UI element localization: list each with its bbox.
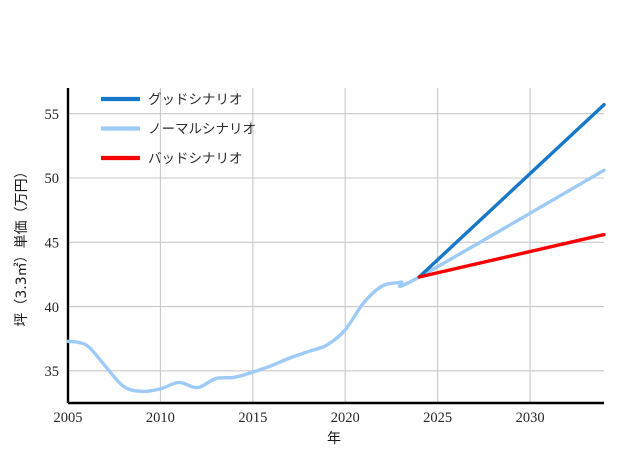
axis-lines [66, 88, 604, 405]
y-tick-label: 55 [45, 107, 60, 123]
legend-label-0: グッドシナリオ [148, 92, 243, 108]
legend-label-1: ノーマルシナリオ [148, 122, 256, 138]
legend-label-2: バッドシナリオ [148, 151, 243, 167]
x-tick-label: 2010 [146, 410, 175, 426]
y-tick-label: 40 [45, 300, 60, 316]
x-tick-label: 2005 [54, 410, 83, 426]
series-line-bad [417, 232, 606, 279]
gridlines [67, 88, 604, 403]
x-tick-label: 2025 [423, 410, 452, 426]
x-axis-title: 年 [327, 431, 341, 447]
data-series-lines [66, 103, 606, 394]
x-axis-tick-labels: 2005 2010 2015 2020 2025 2030 [54, 410, 545, 426]
x-tick-label: 2020 [331, 410, 360, 426]
x-tick-label: 2015 [238, 410, 267, 426]
x-tick-label: 2030 [516, 410, 545, 426]
y-tick-label: 45 [45, 235, 60, 251]
y-axis-title: 坪（3.3㎡）単価（万円） [14, 164, 30, 326]
series-line-normal [66, 168, 606, 394]
axis-titles: 年 坪（3.3㎡）単価（万円） [14, 164, 341, 447]
y-tick-label: 35 [45, 364, 60, 380]
y-axis-tick-labels: 35 40 45 50 55 [45, 107, 60, 380]
series-line-good [417, 103, 606, 279]
y-tick-label: 50 [45, 171, 60, 187]
